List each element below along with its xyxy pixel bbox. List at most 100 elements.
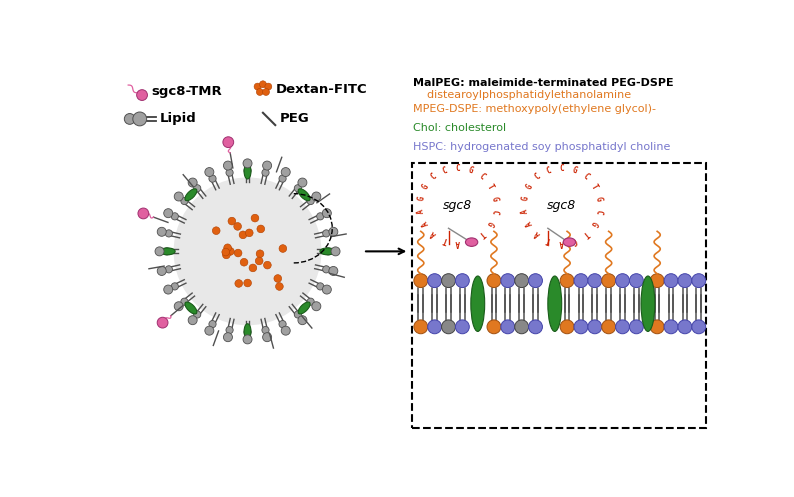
Circle shape: [256, 250, 264, 257]
Circle shape: [155, 247, 164, 256]
Text: Lipid: Lipid: [160, 112, 196, 125]
Text: C: C: [545, 166, 553, 175]
Circle shape: [256, 88, 264, 95]
Circle shape: [212, 227, 220, 235]
Circle shape: [222, 251, 230, 259]
Circle shape: [329, 227, 337, 236]
Circle shape: [317, 213, 324, 220]
Circle shape: [256, 257, 263, 265]
Text: sgc8: sgc8: [443, 199, 472, 212]
Circle shape: [157, 227, 166, 236]
Circle shape: [234, 249, 242, 257]
Circle shape: [295, 311, 302, 318]
Circle shape: [249, 264, 256, 272]
Ellipse shape: [299, 302, 310, 314]
Circle shape: [692, 320, 706, 334]
Circle shape: [529, 320, 542, 334]
Circle shape: [312, 192, 321, 201]
Text: G: G: [417, 196, 426, 202]
Circle shape: [560, 274, 574, 288]
Text: C: C: [430, 172, 438, 182]
Circle shape: [487, 320, 501, 334]
Circle shape: [224, 244, 231, 251]
Text: A: A: [560, 238, 564, 247]
Circle shape: [254, 83, 261, 90]
Circle shape: [194, 185, 201, 192]
Text: T: T: [441, 235, 449, 245]
Ellipse shape: [185, 302, 197, 314]
Circle shape: [239, 231, 247, 239]
Circle shape: [295, 185, 302, 192]
Text: MalPEG: maleimide-terminated PEG-DSPE: MalPEG: maleimide-terminated PEG-DSPE: [413, 78, 674, 88]
Circle shape: [560, 320, 574, 334]
Text: G: G: [571, 166, 578, 175]
Circle shape: [279, 245, 287, 252]
Circle shape: [279, 175, 286, 182]
Circle shape: [164, 285, 173, 294]
Text: sgc8-TMR: sgc8-TMR: [152, 84, 222, 98]
Text: C: C: [489, 209, 499, 215]
Ellipse shape: [641, 276, 655, 331]
Circle shape: [172, 213, 179, 220]
Circle shape: [574, 274, 588, 288]
Circle shape: [630, 320, 643, 334]
Circle shape: [165, 266, 172, 273]
Circle shape: [322, 230, 330, 237]
Circle shape: [281, 167, 291, 176]
Circle shape: [274, 275, 282, 282]
Circle shape: [322, 209, 331, 218]
Circle shape: [194, 311, 201, 318]
Circle shape: [441, 320, 456, 334]
Circle shape: [157, 266, 166, 275]
Text: G: G: [525, 182, 534, 191]
Circle shape: [650, 320, 664, 334]
Ellipse shape: [548, 276, 561, 331]
Text: T: T: [484, 182, 495, 191]
Text: C: C: [534, 172, 542, 182]
Circle shape: [241, 258, 248, 266]
Circle shape: [414, 320, 428, 334]
Circle shape: [428, 320, 441, 334]
Text: PEG: PEG: [279, 112, 310, 125]
Circle shape: [317, 283, 324, 290]
Circle shape: [602, 320, 615, 334]
Circle shape: [307, 298, 314, 305]
Circle shape: [222, 248, 229, 256]
Text: A: A: [525, 219, 534, 228]
Circle shape: [262, 169, 269, 176]
Circle shape: [251, 214, 259, 222]
Circle shape: [298, 316, 307, 325]
Circle shape: [164, 248, 171, 255]
Circle shape: [312, 302, 321, 311]
Circle shape: [678, 320, 692, 334]
Circle shape: [223, 332, 233, 341]
Circle shape: [157, 317, 168, 328]
Circle shape: [456, 320, 469, 334]
Circle shape: [174, 177, 322, 326]
Text: HSPC: hydrogenated soy phosphatidyl choline: HSPC: hydrogenated soy phosphatidyl chol…: [413, 142, 670, 152]
Text: A: A: [430, 229, 438, 239]
Text: G: G: [520, 196, 530, 202]
Circle shape: [137, 89, 148, 100]
Ellipse shape: [185, 189, 197, 201]
Text: C: C: [441, 166, 449, 175]
Circle shape: [630, 274, 643, 288]
Circle shape: [263, 88, 269, 95]
Text: distearoylphosphatidylethanolamine: distearoylphosphatidylethanolamine: [413, 89, 631, 100]
Ellipse shape: [465, 238, 478, 247]
Circle shape: [615, 274, 630, 288]
Circle shape: [279, 321, 286, 328]
Circle shape: [133, 112, 147, 126]
Circle shape: [226, 248, 234, 255]
Circle shape: [428, 274, 441, 288]
Text: C: C: [580, 172, 590, 182]
Circle shape: [164, 209, 173, 218]
Circle shape: [172, 283, 179, 290]
Circle shape: [441, 274, 456, 288]
Circle shape: [325, 248, 332, 255]
Circle shape: [233, 223, 241, 230]
Circle shape: [260, 81, 267, 88]
Text: C: C: [593, 209, 603, 215]
Text: A: A: [520, 209, 530, 215]
Circle shape: [615, 320, 630, 334]
